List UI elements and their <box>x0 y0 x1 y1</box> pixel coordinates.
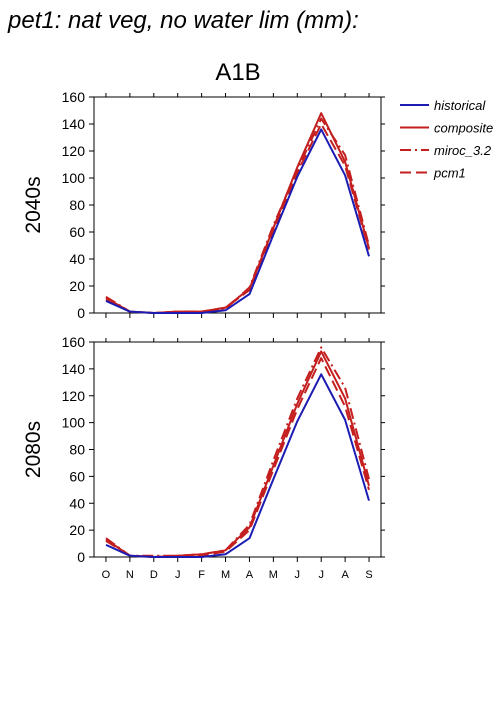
y-tick-label: 160 <box>62 89 86 105</box>
series-line-composite <box>105 112 370 314</box>
y-tick-label: 40 <box>69 495 85 511</box>
y-axis-label: 2080s <box>22 421 45 478</box>
y-tick-label: 20 <box>69 522 85 538</box>
y-tick-label: 60 <box>69 468 85 484</box>
series-line-pcm1 <box>105 357 370 558</box>
y-tick-label: 80 <box>69 197 85 213</box>
legend-label: miroc_3.2 <box>434 143 492 158</box>
y-tick-label: 0 <box>77 305 85 321</box>
x-tick-label: A <box>246 569 254 581</box>
y-tick-label: 120 <box>62 388 86 404</box>
y-tick-label: 40 <box>69 251 85 267</box>
x-tick-label: D <box>150 569 158 581</box>
y-tick-label: 120 <box>62 143 86 159</box>
x-tick-label: J <box>318 569 324 581</box>
figure-title: pet1: nat veg, no water lim (mm): <box>7 7 359 34</box>
x-tick-label: J <box>175 569 181 581</box>
series-line-historical <box>105 128 370 314</box>
series-line-composite <box>105 350 370 558</box>
series-line-miroc-3-2 <box>105 117 370 314</box>
y-axis-label: 2040s <box>22 176 45 233</box>
y-tick-label: 140 <box>62 116 86 132</box>
x-tick-label: S <box>365 569 372 581</box>
y-tick-label: 0 <box>77 549 85 565</box>
y-tick-label: 20 <box>69 278 85 294</box>
x-tick-label: A <box>341 569 349 581</box>
y-tick-label: 80 <box>69 442 85 458</box>
x-tick-label: N <box>126 569 134 581</box>
scenario-title: A1B <box>215 59 260 86</box>
legend-label: composite <box>434 121 493 136</box>
chart-panels: 0 20 40 60 80 100 120 140 160 2040s 0 20 40 60 80 100 12… <box>22 89 385 581</box>
legend-label: historical <box>434 98 486 113</box>
chart-panel-0: 0 20 40 60 80 100 120 140 160 2040s <box>22 89 385 321</box>
y-tick-label: 60 <box>69 224 85 240</box>
series-line-miroc-3-2 <box>105 346 370 557</box>
x-tick-label: M <box>269 569 278 581</box>
y-tick-label: 140 <box>62 361 86 377</box>
x-tick-label: J <box>295 569 301 581</box>
series-line-historical <box>105 373 370 558</box>
y-tick-label: 100 <box>62 170 86 186</box>
x-tick-label: M <box>221 569 230 581</box>
legend-label: pcm1 <box>433 166 466 181</box>
x-tick-label: O <box>102 569 111 581</box>
series-line-pcm1 <box>105 123 370 314</box>
x-tick-label: F <box>198 569 205 581</box>
plot-frame <box>93 96 382 314</box>
y-tick-label: 100 <box>62 415 86 431</box>
legend: historical composite miroc_3.2 pcm1 <box>400 98 493 181</box>
y-tick-label: 160 <box>62 334 86 350</box>
chart-panel-1: 0 20 40 60 80 100 120 140 160 O N D J F M A M J J A S 2080s <box>22 334 385 581</box>
